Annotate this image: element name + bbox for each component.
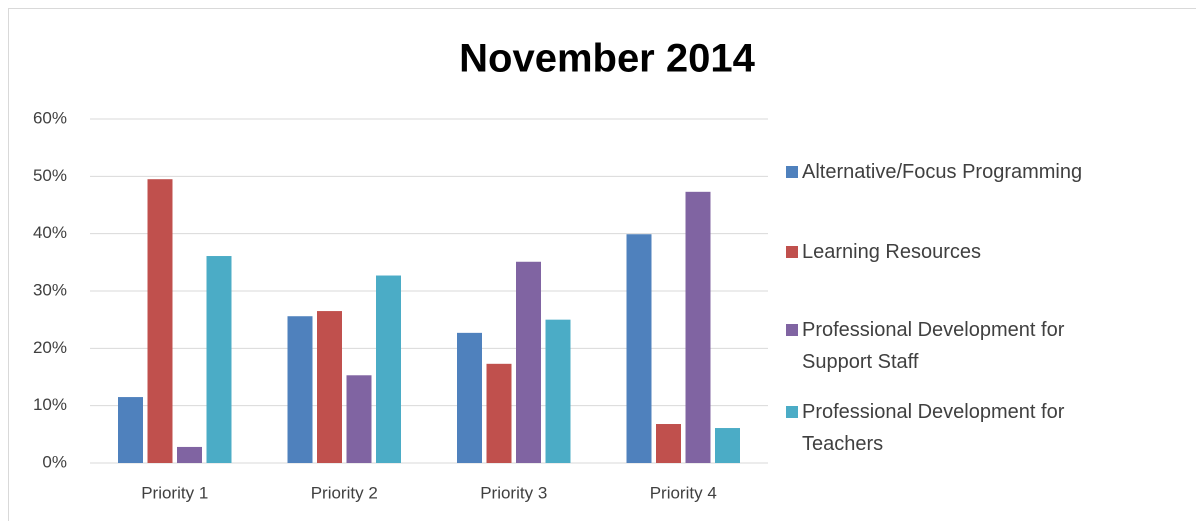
bar [206,256,232,463]
x-tick-label: Priority 2 [311,483,378,502]
bar [118,397,143,463]
legend-item: Professional Development for Teachers [786,396,1136,460]
legend-item: Alternative/Focus Programming [786,156,1136,188]
legend-swatch [786,246,798,258]
y-tick-label: 40% [33,223,67,242]
bar [545,319,571,463]
bar [715,428,740,463]
y-tick-label: 60% [33,108,67,127]
bar [457,332,482,463]
bar [317,311,342,463]
chart-title: November 2014 [459,37,755,81]
bar [626,234,652,463]
bar [516,261,541,463]
bar [287,316,313,463]
bar [376,275,401,463]
y-tick-label: 20% [33,338,67,357]
legend-swatch [786,166,798,178]
bar [486,363,512,463]
y-tick-label: 0% [42,452,67,471]
y-tick-label: 30% [33,280,67,299]
x-tick-label: Priority 4 [650,483,717,502]
legend-label: Professional Development for Teachers [802,401,1065,455]
legend-label: Alternative/Focus Programming [802,161,1083,183]
y-tick-label: 50% [33,166,67,185]
legend-swatch [786,406,798,418]
bar [656,424,681,463]
bar [346,375,372,463]
bar [147,179,173,463]
legend-label: Learning Resources [802,241,981,263]
legend-label: Professional Development for Support Sta… [802,319,1065,373]
legend-swatch [786,324,798,336]
bar [685,191,711,463]
x-tick-label: Priority 3 [480,483,547,502]
legend-item: Learning Resources [786,236,1136,268]
chart-border [8,8,1196,521]
x-tick-label: Priority 1 [141,483,208,502]
legend-item: Professional Development for Support Sta… [786,314,1136,378]
bar [177,446,202,463]
y-tick-label: 10% [33,395,67,414]
